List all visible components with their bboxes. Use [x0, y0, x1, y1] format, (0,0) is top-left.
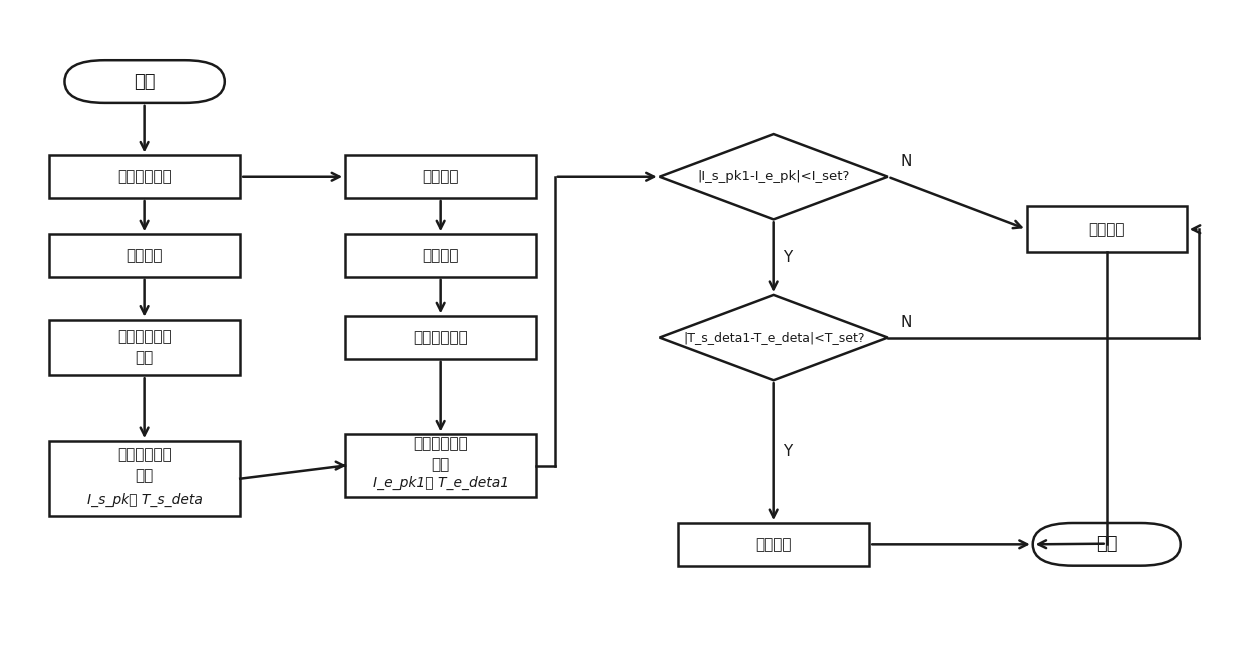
- Text: 提取实验电流
特征: 提取实验电流 特征: [414, 436, 468, 473]
- FancyBboxPatch shape: [344, 316, 536, 359]
- Text: I_e_pk1、 T_e_deta1: I_e_pk1、 T_e_deta1: [373, 476, 509, 490]
- FancyBboxPatch shape: [344, 234, 536, 277]
- FancyBboxPatch shape: [344, 156, 536, 198]
- Text: I_s_pk、 T_s_deta: I_s_pk、 T_s_deta: [87, 493, 202, 507]
- Text: 放电电流数值
计算: 放电电流数值 计算: [118, 330, 172, 365]
- Text: 触发使能: 触发使能: [422, 169, 458, 184]
- Polygon shape: [659, 134, 888, 219]
- FancyBboxPatch shape: [1032, 523, 1181, 565]
- Text: |I_s_pk1-I_e_pk|<I_set?: |I_s_pk1-I_e_pk|<I_set?: [698, 170, 850, 183]
- Text: 同步触发: 同步触发: [422, 248, 458, 263]
- Text: Y: Y: [783, 444, 793, 459]
- Text: 输入参数: 输入参数: [126, 248, 162, 263]
- Text: 开始: 开始: [134, 73, 155, 91]
- Text: |T_s_deta1-T_e_deta|<T_set?: |T_s_deta1-T_e_deta|<T_set?: [683, 331, 865, 344]
- Text: 放电失败: 放电失败: [1088, 222, 1125, 237]
- Text: N: N: [900, 314, 912, 330]
- Text: 放电成功: 放电成功: [756, 537, 792, 552]
- Text: Y: Y: [783, 250, 793, 265]
- FancyBboxPatch shape: [64, 60, 224, 103]
- Text: 计算设定电流
特征: 计算设定电流 特征: [118, 447, 172, 483]
- Text: 结束: 结束: [1097, 536, 1118, 553]
- FancyBboxPatch shape: [1027, 207, 1187, 252]
- FancyBboxPatch shape: [50, 234, 240, 277]
- Text: 放电电流采集: 放电电流采集: [414, 330, 468, 345]
- FancyBboxPatch shape: [50, 441, 240, 516]
- FancyBboxPatch shape: [50, 156, 240, 198]
- FancyBboxPatch shape: [344, 434, 536, 496]
- Text: 触发使能封锁: 触发使能封锁: [118, 169, 172, 184]
- FancyBboxPatch shape: [678, 523, 870, 565]
- FancyBboxPatch shape: [50, 320, 240, 375]
- Text: N: N: [900, 154, 912, 169]
- Polygon shape: [659, 295, 888, 380]
